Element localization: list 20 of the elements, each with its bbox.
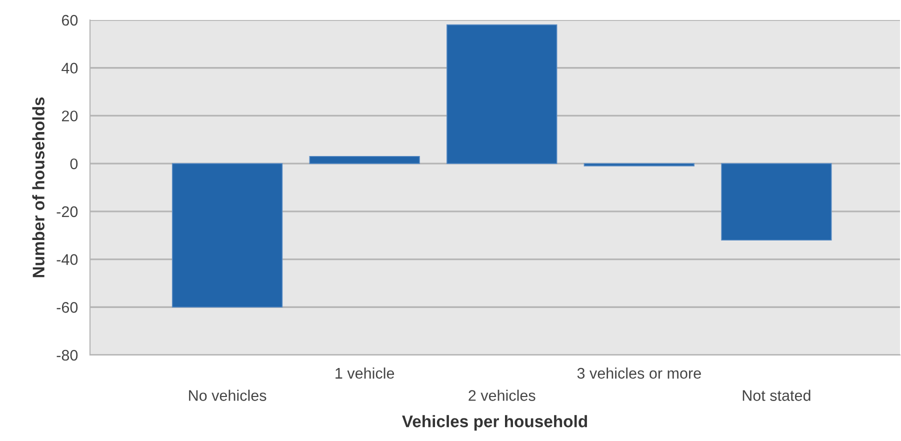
x-tick-label: Not stated [742, 390, 810, 401]
x-tick-label: 3 vehicles or more [577, 368, 701, 379]
y-tick-label: 60 [62, 14, 78, 26]
y-tick-label: -40 [56, 254, 78, 265]
y-tick-label: -60 [56, 302, 78, 313]
y-tick-label: -80 [56, 350, 78, 361]
bar [446, 24, 558, 164]
y-tick-label: -20 [56, 206, 78, 218]
y-axis-title: Number of households [32, 97, 44, 278]
x-tick-label: No vehicles [189, 390, 266, 401]
bar [584, 163, 694, 166]
y-tick-label: 20 [62, 110, 78, 122]
x-tick-label: 2 vehicles [468, 390, 536, 401]
x-tick-label: 1 vehicle [336, 368, 394, 379]
bar [721, 163, 832, 241]
bar [172, 163, 283, 308]
bar [309, 156, 420, 164]
x-axis-title: Vehicles per household [402, 415, 587, 431]
y-tick-label: 0 [70, 158, 78, 170]
y-tick-label: 40 [62, 62, 78, 74]
